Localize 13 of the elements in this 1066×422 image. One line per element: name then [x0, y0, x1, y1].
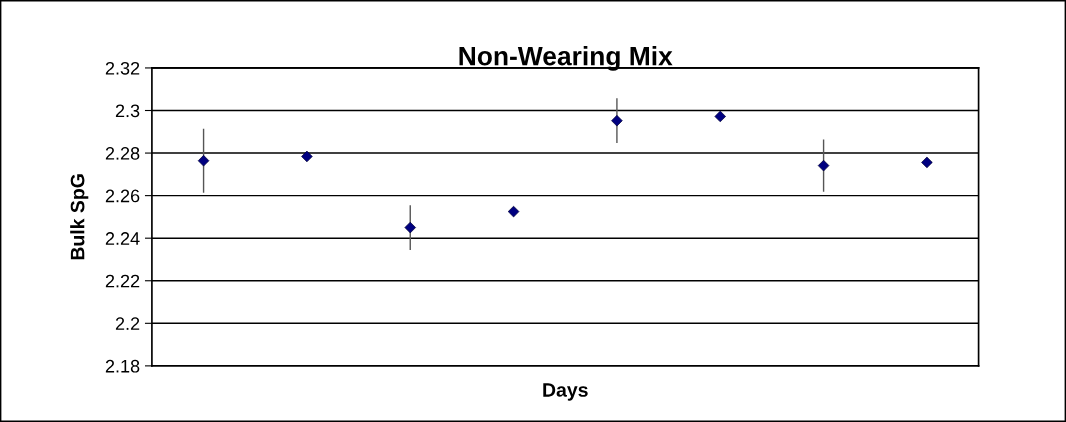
y-tick-label: 2.26 [105, 189, 140, 203]
y-tick-label: 2.18 [105, 359, 140, 373]
y-tick-label: 2.3 [115, 104, 140, 118]
y-tick-label: 2.22 [105, 274, 140, 288]
point [197, 155, 210, 167]
x-axis-title: Days [543, 383, 588, 401]
chart-title: Non-Wearing Mix [459, 46, 673, 71]
y-tick-label: 2.24 [105, 232, 140, 245]
y-tick-label: 2.32 [105, 61, 140, 75]
point [404, 221, 416, 234]
y-tick-label: 2.28 [105, 147, 140, 160]
y-axis-title: Bulk SpG [70, 174, 89, 260]
y-tick-label: 2.2 [115, 317, 140, 330]
